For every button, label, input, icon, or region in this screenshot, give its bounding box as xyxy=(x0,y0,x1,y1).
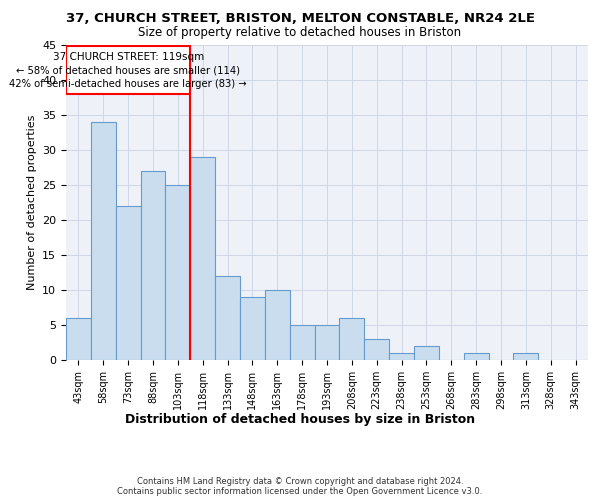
Bar xyxy=(464,353,488,360)
Bar xyxy=(190,157,215,360)
Bar xyxy=(66,318,91,360)
Text: 42% of semi-detached houses are larger (83) →: 42% of semi-detached houses are larger (… xyxy=(10,78,247,88)
Bar xyxy=(166,185,190,360)
Bar xyxy=(290,325,314,360)
Bar xyxy=(414,346,439,360)
Bar xyxy=(116,206,140,360)
Bar xyxy=(91,122,116,360)
Bar xyxy=(140,171,166,360)
Text: 37 CHURCH STREET: 119sqm: 37 CHURCH STREET: 119sqm xyxy=(53,52,204,62)
Bar xyxy=(240,297,265,360)
Text: Contains HM Land Registry data © Crown copyright and database right 2024.
Contai: Contains HM Land Registry data © Crown c… xyxy=(118,476,482,496)
Bar xyxy=(389,353,414,360)
Bar xyxy=(314,325,340,360)
Text: ← 58% of detached houses are smaller (114): ← 58% of detached houses are smaller (11… xyxy=(16,65,240,75)
Bar xyxy=(364,339,389,360)
Text: 37, CHURCH STREET, BRISTON, MELTON CONSTABLE, NR24 2LE: 37, CHURCH STREET, BRISTON, MELTON CONST… xyxy=(65,12,535,26)
Bar xyxy=(514,353,538,360)
FancyBboxPatch shape xyxy=(66,46,190,94)
Text: Size of property relative to detached houses in Briston: Size of property relative to detached ho… xyxy=(139,26,461,39)
Y-axis label: Number of detached properties: Number of detached properties xyxy=(26,115,37,290)
Bar xyxy=(215,276,240,360)
Text: Distribution of detached houses by size in Briston: Distribution of detached houses by size … xyxy=(125,412,475,426)
Bar xyxy=(340,318,364,360)
Bar xyxy=(265,290,290,360)
